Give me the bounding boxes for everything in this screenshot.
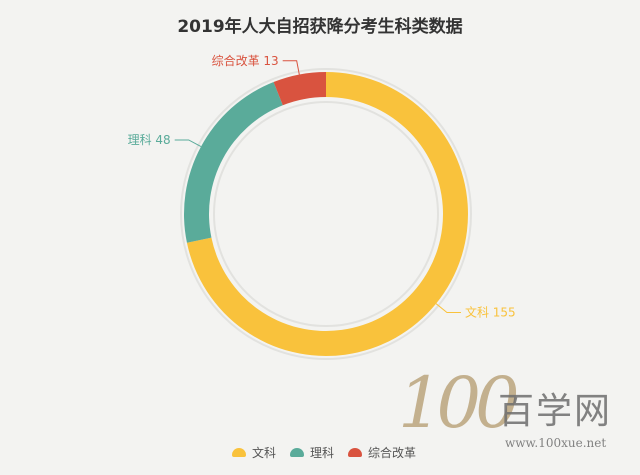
legend-swatch-wenke bbox=[232, 447, 246, 457]
inner-guide-ring bbox=[213, 101, 439, 327]
data-label-2: 综合改革 13 bbox=[212, 53, 279, 68]
legend-swatch-like bbox=[290, 447, 305, 457]
watermark-url: www.100xue.net bbox=[505, 436, 607, 450]
legend-label-like: 理科 bbox=[310, 445, 335, 460]
legend-swatch-zonghe bbox=[348, 447, 363, 457]
data-label-0: 文科 155 bbox=[465, 305, 516, 320]
legend-label-wenke: 文科 bbox=[252, 445, 277, 460]
legend-item-like[interactable]: 理科 bbox=[290, 444, 334, 461]
legend: 文科 理科 综合改革 bbox=[232, 440, 430, 464]
labels-group: 文科 155 理科 48 综合改革 13 bbox=[128, 53, 516, 320]
legend-label-zonghe: 综合改革 bbox=[368, 445, 417, 460]
watermark-logo: 100 bbox=[398, 362, 520, 444]
slice-2[interactable] bbox=[273, 72, 326, 106]
slices-group bbox=[180, 68, 472, 360]
slice-1[interactable] bbox=[183, 82, 283, 243]
watermark-brand: 百学网 bbox=[498, 391, 613, 432]
data-label-1: 理科 48 bbox=[128, 133, 171, 147]
leader-line-1 bbox=[174, 139, 202, 148]
legend-item-zonghe[interactable]: 综合改革 bbox=[348, 444, 416, 461]
leader-line-0 bbox=[435, 303, 461, 314]
outer-guide-ring bbox=[180, 68, 472, 360]
leader-line-2 bbox=[282, 60, 300, 75]
chart-title: 2019年人大自招获降分考生科类数据 bbox=[177, 17, 463, 37]
legend-item-wenke[interactable]: 文科 bbox=[232, 444, 276, 461]
